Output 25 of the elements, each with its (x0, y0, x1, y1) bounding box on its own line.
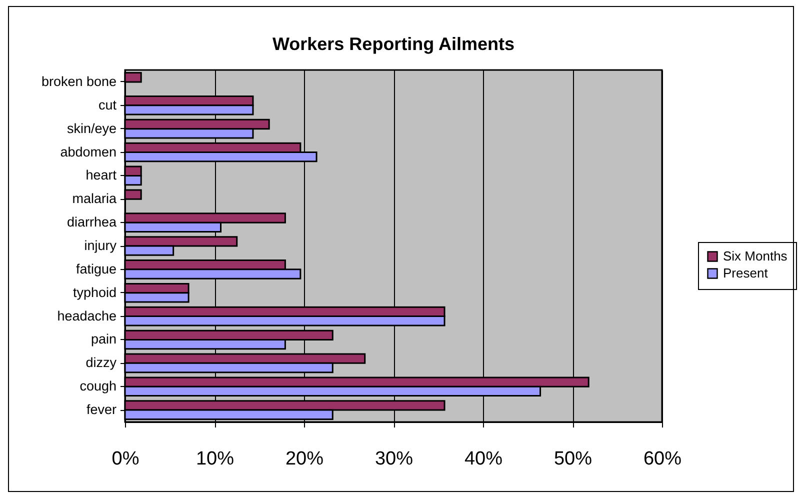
y-tick-label: headache (57, 308, 116, 324)
y-tick-label: pain (90, 332, 116, 347)
y-tick-label: typhoid (72, 284, 116, 300)
x-tick-label: 0% (112, 448, 140, 470)
y-tick-label: abdomen (60, 144, 116, 160)
y-tick-label: diarrhea (66, 214, 117, 230)
x-tick-label: 50% (554, 448, 592, 470)
y-tick-label: skin/eye (66, 120, 116, 136)
y-tick-label: broken bone (41, 74, 116, 89)
legend-label: Six Months (723, 248, 788, 264)
y-tick-label: dizzy (86, 355, 117, 370)
y-tick-label: fatigue (76, 261, 116, 276)
legend-label: Present (723, 266, 768, 280)
y-tick-label: malaria (72, 191, 117, 206)
x-tick-label: 10% (196, 448, 234, 470)
x-tick-label: 60% (643, 448, 682, 470)
y-tick-label: heart (86, 168, 117, 183)
y-tick-label: cough (80, 378, 116, 394)
y-tick-label: cut (98, 97, 117, 112)
y-tick-label: injury (84, 238, 117, 253)
x-tick-label: 30% (374, 448, 414, 470)
y-tick-label: fever (86, 402, 117, 418)
chart-title: Workers Reporting Ailments (272, 34, 515, 54)
x-tick-label: 20% (285, 448, 324, 470)
x-tick-label: 40% (464, 448, 503, 470)
